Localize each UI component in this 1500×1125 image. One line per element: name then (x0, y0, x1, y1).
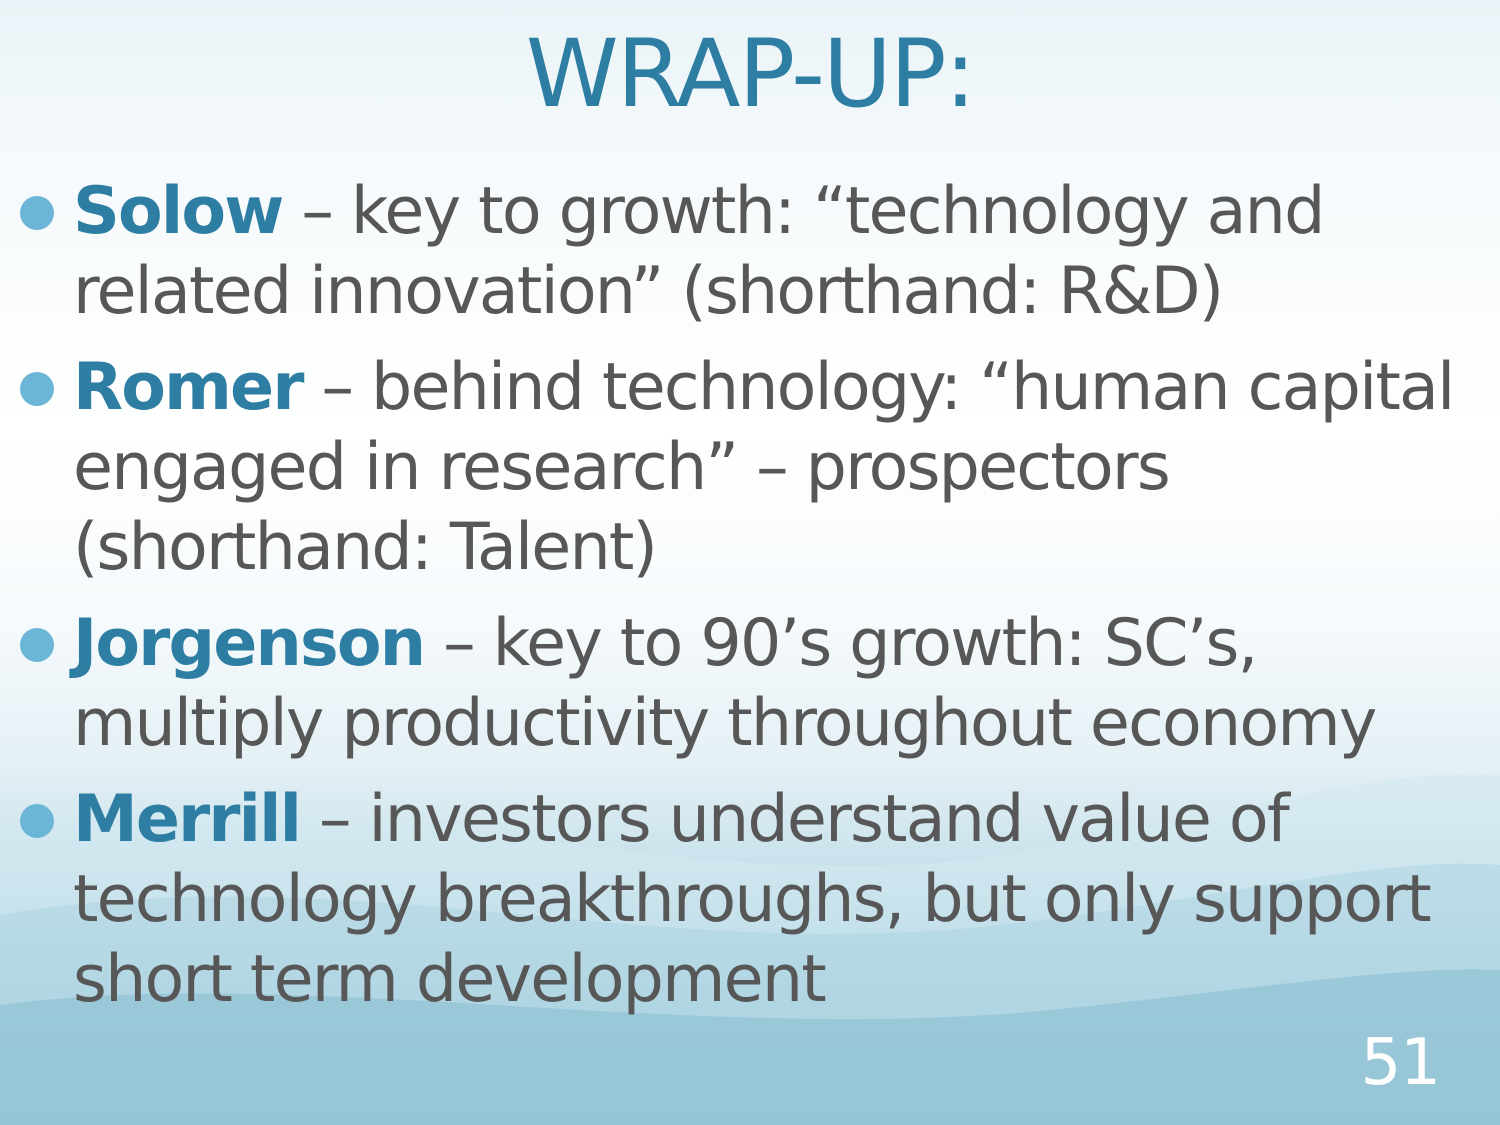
bullet-name: Solow (73, 174, 284, 249)
bullet-text: – key to 90’s growth: SC’s, multiply pro… (73, 606, 1377, 761)
bullet-item: Solow – key to growth: “technology and r… (0, 172, 1500, 332)
bullet-dot-icon (20, 628, 54, 662)
bullet-dot-icon (20, 196, 54, 230)
bullet-name: Jorgenson (73, 606, 426, 681)
bullet-item: Jorgenson – key to 90’s growth: SC’s, mu… (0, 604, 1500, 764)
bullet-text: – key to growth: “technology and related… (73, 174, 1325, 329)
background-wave (0, 773, 1500, 1125)
bullet-text: – investors understand value of technolo… (73, 782, 1432, 1017)
bullet-item: Merrill – investors understand value of … (0, 780, 1500, 1020)
bullet-list: Solow – key to growth: “technology and r… (0, 172, 1500, 1036)
bullet-item: Romer – behind technology: “human capita… (0, 348, 1500, 588)
bullet-name: Merrill (73, 782, 302, 857)
slide-title: WRAP-UP: (525, 20, 976, 129)
bullet-dot-icon (20, 804, 54, 838)
bullet-name: Romer (73, 350, 304, 425)
bullet-dot-icon (20, 372, 54, 406)
bullet-text: – behind technology: “human capital enga… (73, 350, 1455, 585)
page-number: 51 (1360, 1026, 1441, 1100)
